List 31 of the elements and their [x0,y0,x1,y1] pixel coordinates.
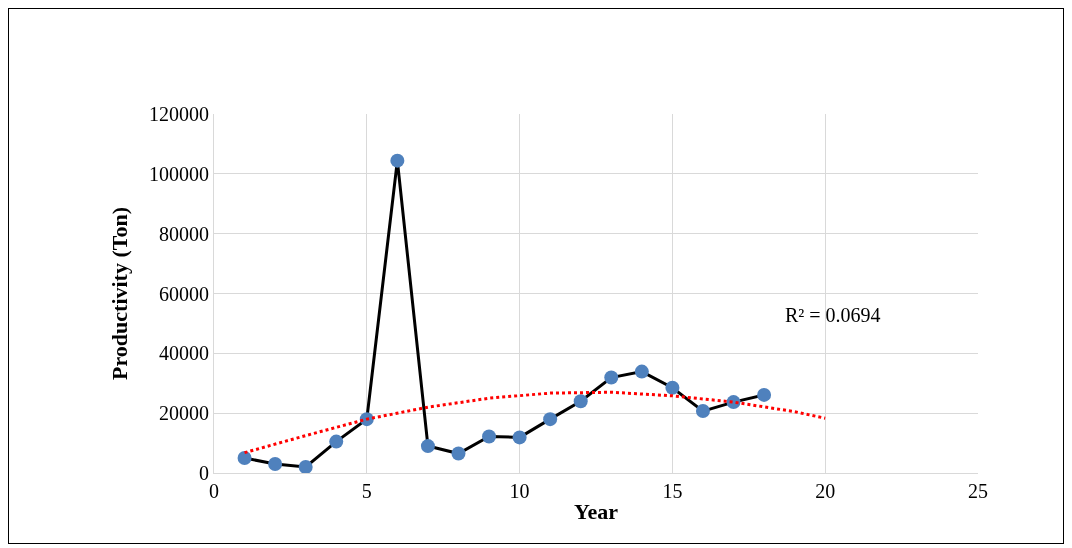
x-tick-label: 5 [361,480,372,502]
point [390,153,405,168]
point [482,429,497,444]
annotation: R² = 0.0694 [785,304,881,326]
y-tick-label: 120000 [149,103,209,125]
point [298,460,313,473]
point [451,446,466,461]
x-tick-label: 10 [509,480,530,502]
point [604,370,619,385]
y-tick-label: 60000 [159,282,209,305]
y-tick-label: 80000 [159,222,209,245]
y-tick-label: 100000 [149,162,209,185]
x-axis-title: Year [574,498,619,524]
y-tick-label: 40000 [159,342,209,365]
point [543,412,558,427]
y-tick-label: 0 [199,462,209,484]
point [665,380,680,395]
x-tick-label: 25 [968,480,988,502]
y-axis-title: Productivity (Ton) [106,207,132,380]
y-tick-label: 20000 [159,402,209,425]
point [268,457,283,472]
point [695,404,710,419]
point [237,451,252,466]
point [329,434,344,449]
x-tick-label: 20 [815,480,836,502]
point [757,387,772,402]
point [634,364,649,379]
point [420,439,435,454]
x-tick-label: 15 [662,480,683,502]
point [512,430,527,445]
point [573,394,588,409]
